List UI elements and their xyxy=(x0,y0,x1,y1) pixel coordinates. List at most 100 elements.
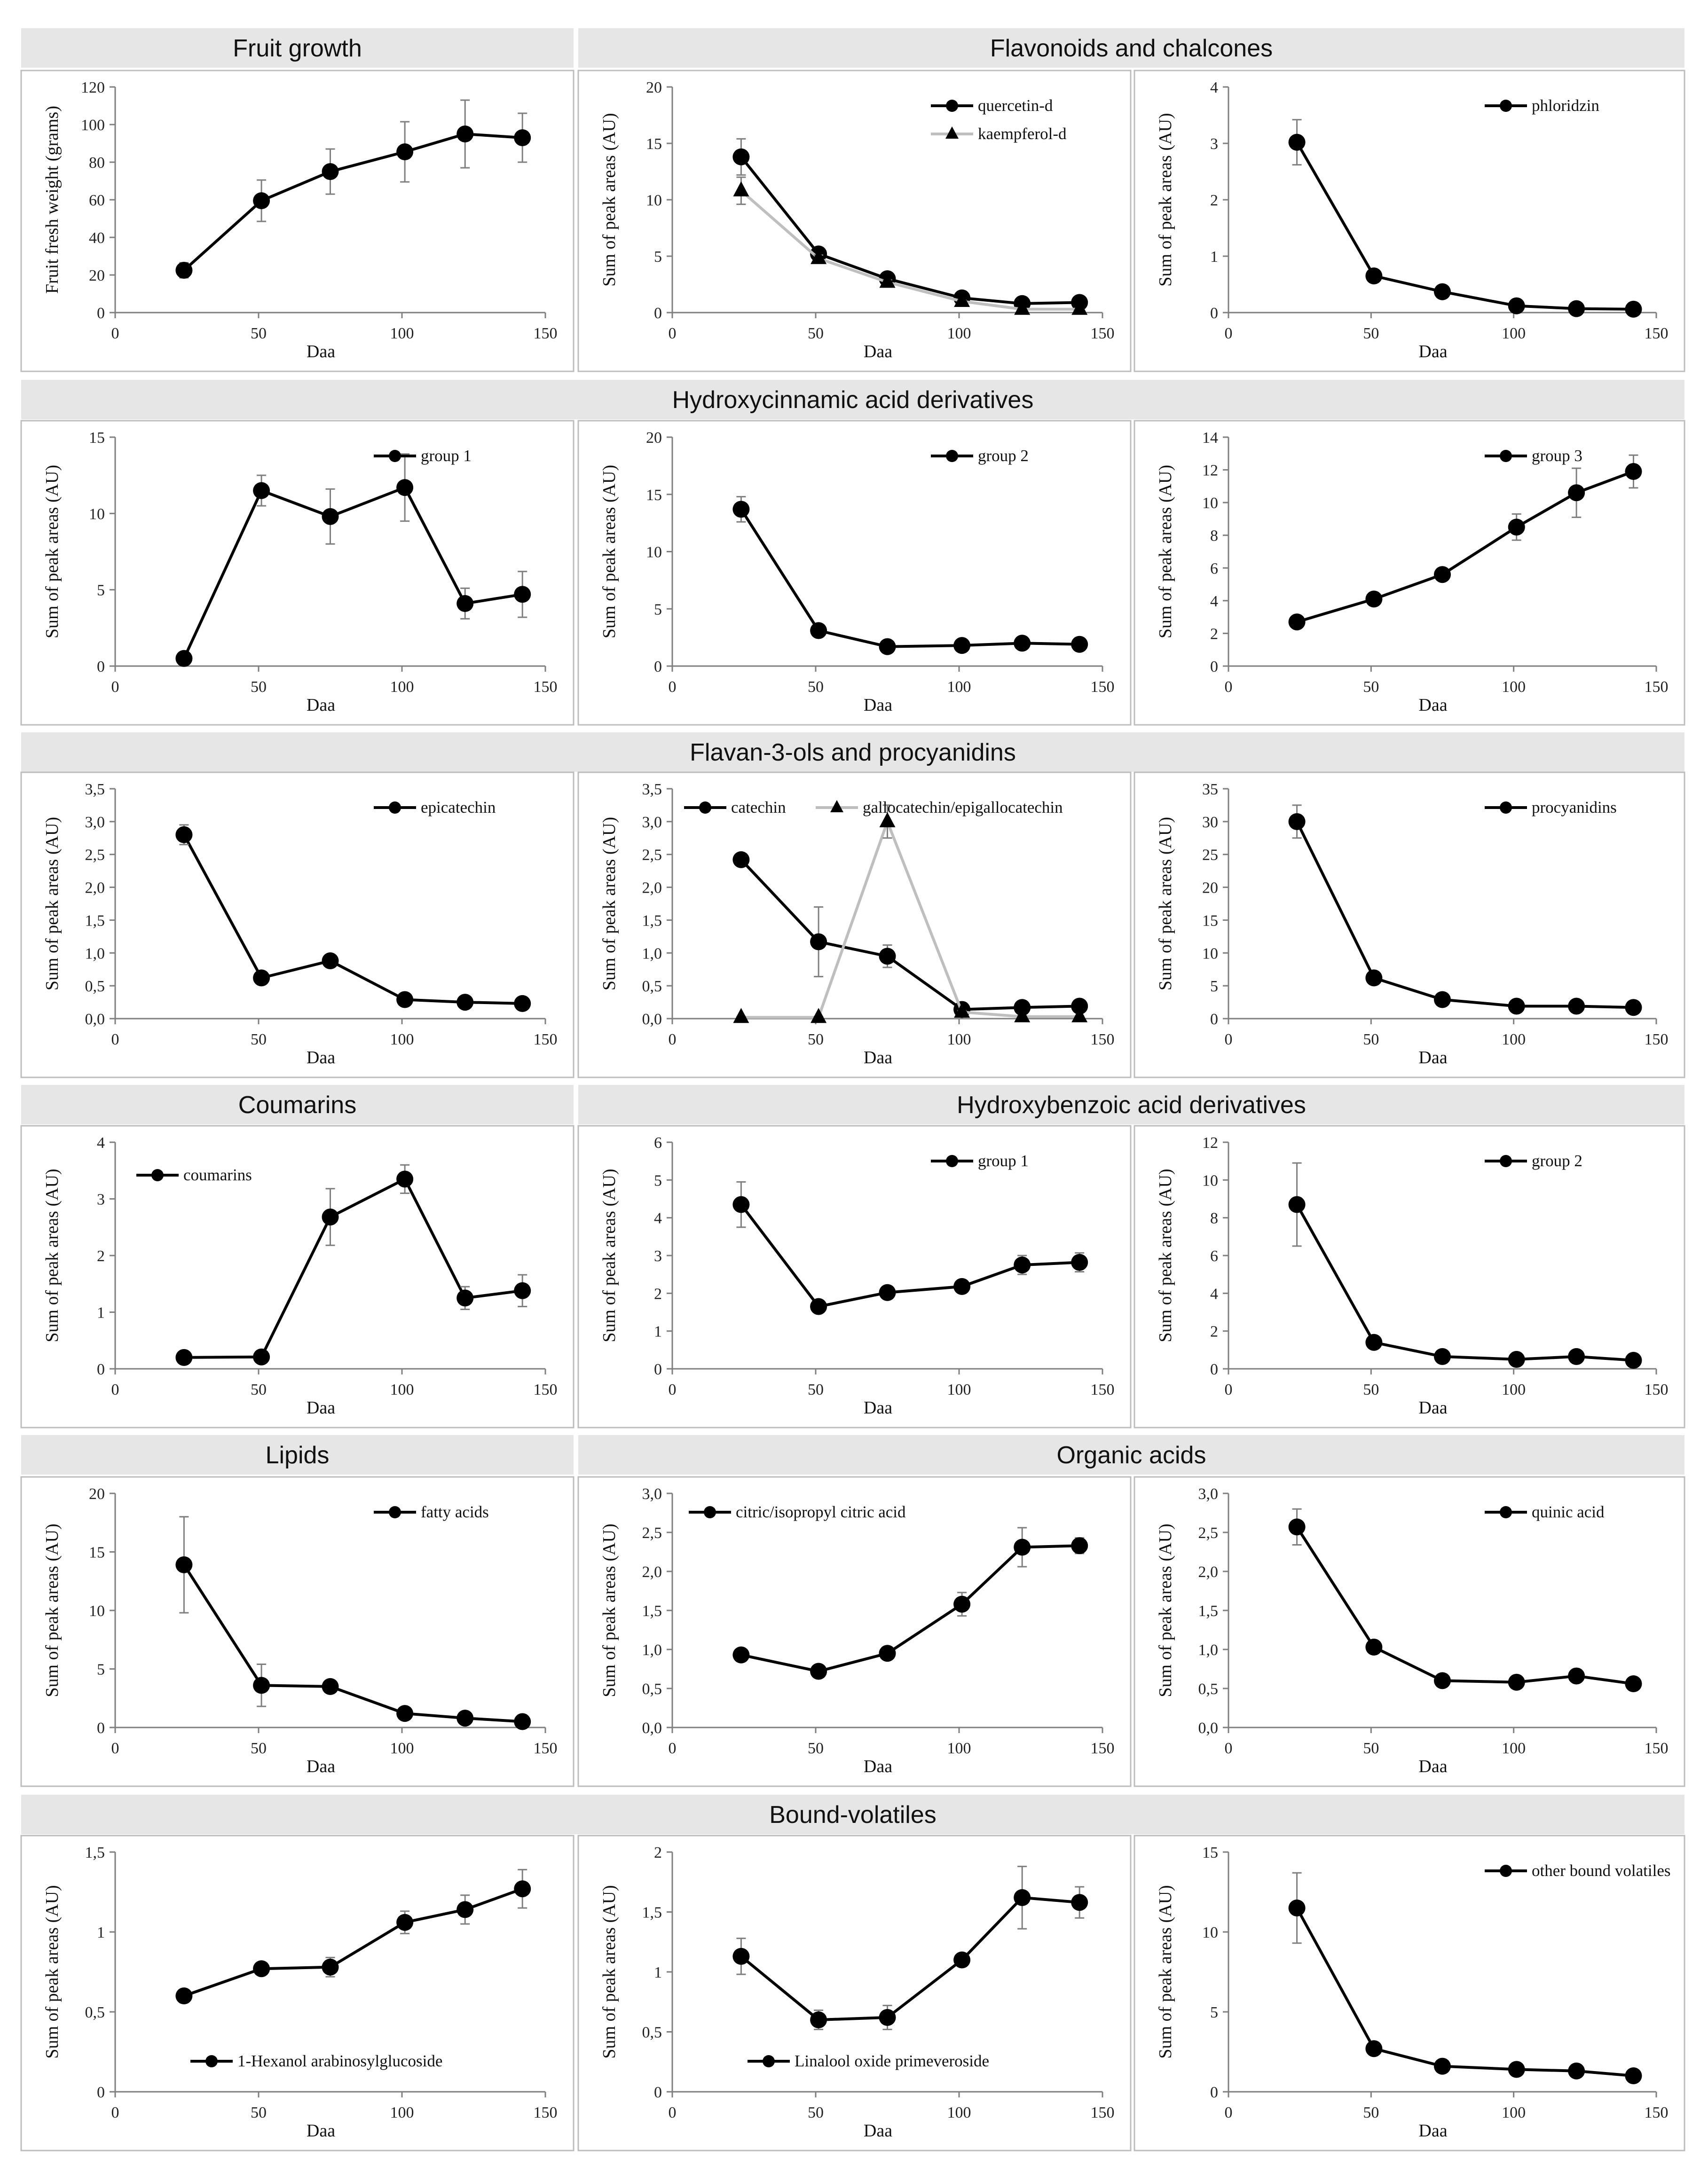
y-tick-label: 4 xyxy=(654,1210,662,1227)
y-axis-label: Sum of peak areas (AU) xyxy=(599,1885,619,2058)
data-point xyxy=(879,2009,896,2026)
legend-label: phloridzin xyxy=(1532,96,1599,115)
data-point xyxy=(457,595,474,612)
x-tick-label: 100 xyxy=(947,1740,971,1757)
data-point xyxy=(1625,300,1642,318)
series-line xyxy=(740,1544,1080,1673)
section-header-background xyxy=(21,732,1684,772)
x-tick-label: 50 xyxy=(1363,678,1379,696)
data-point xyxy=(1365,1639,1383,1656)
data-point xyxy=(732,851,750,868)
x-axis-label: Daa xyxy=(864,1398,892,1418)
section-header-hca: Hydroxycinnamic acid derivatives xyxy=(21,380,1684,419)
series-group-1 xyxy=(175,453,531,667)
x-tick-label: 100 xyxy=(947,678,971,696)
series-coumarins xyxy=(175,1164,531,1366)
y-tick-label: 0,5 xyxy=(642,1680,662,1698)
y-tick-label: 2,5 xyxy=(85,847,105,864)
series-citric-isopropyl-citric-acid xyxy=(732,1527,1088,1680)
y-tick-label: 2 xyxy=(1210,1323,1218,1341)
y-tick-label: 0,5 xyxy=(1198,1680,1219,1698)
chart-panel-frame xyxy=(20,1125,575,1429)
data-point xyxy=(1288,613,1306,631)
chart-panel-frame xyxy=(20,1476,575,1787)
chart-flavan-procyanidins: 0 5 10 15 20 25 30 35 0 50 100 150 Daa Sum of peak ar… xyxy=(1133,771,1685,1078)
data-point xyxy=(1365,969,1383,987)
x-tick-label: 150 xyxy=(1091,1381,1115,1398)
y-tick-label: 1 xyxy=(97,1924,105,1941)
y-axis-label: Sum of peak areas (AU) xyxy=(42,465,62,638)
y-tick-label: 4 xyxy=(1210,79,1218,96)
y-tick-label: 2 xyxy=(1210,625,1218,643)
chart-hydroxybenzoic-group-1: 0 1 2 3 4 5 6 0 50 100 150 Daa Sum of peak areas (AU… xyxy=(577,1125,1132,1429)
y-tick-label: 0 xyxy=(654,2084,662,2101)
y-tick-label: 20 xyxy=(89,1485,105,1503)
legend-label: gallocatechin/epigallocatechin xyxy=(863,798,1063,816)
y-tick-label: 4 xyxy=(1210,1285,1218,1303)
data-point xyxy=(457,1289,474,1307)
legend-marker xyxy=(1500,1506,1512,1518)
legend-item: epicatechin xyxy=(374,798,496,816)
chart-coumarins: 0 1 2 3 4 0 50 100 150 Daa Sum of peak areas (AU) c… xyxy=(20,1125,575,1429)
data-point xyxy=(1288,813,1306,830)
chart-panel-frame xyxy=(577,70,1132,372)
legend-item: citric/isopropyl citric acid xyxy=(689,1503,906,1521)
x-tick-label: 0 xyxy=(111,325,119,342)
data-point xyxy=(322,952,339,970)
data-point xyxy=(1014,1539,1031,1556)
data-point xyxy=(457,1710,474,1727)
data-point xyxy=(1508,2061,1525,2078)
data-point xyxy=(1434,566,1451,583)
y-axis-label: Sum of peak areas (AU) xyxy=(1156,113,1175,286)
chart-legend: 1-Hexanol arabinosylglucoside xyxy=(190,2052,442,2070)
legend-marker xyxy=(1500,801,1512,814)
section-header-background xyxy=(21,1435,574,1475)
series-line xyxy=(1296,470,1634,623)
chart-legend: fatty acids xyxy=(374,1503,489,1521)
chart-legend: group 3 xyxy=(1485,447,1582,465)
x-tick-label: 100 xyxy=(1502,678,1526,696)
section-header-title: Hydroxycinnamic acid derivatives xyxy=(672,386,1034,414)
y-tick-label: 0 xyxy=(1210,305,1218,322)
legend-marker xyxy=(1500,450,1512,462)
chart-bound-linalool: 0 0,5 1 1,5 2 0 50 100 150 Daa Sum of peak areas (… xyxy=(577,1835,1132,2151)
section-header-background xyxy=(21,28,574,68)
y-tick-label: 0,5 xyxy=(85,2004,105,2021)
chart-panel-frame xyxy=(577,1476,1132,1787)
y-tick-label: 10 xyxy=(89,505,105,523)
y-tick-label: 5 xyxy=(654,1172,662,1189)
section-header-title: Flavan-3-ols and procyanidins xyxy=(690,739,1016,766)
x-tick-label: 0 xyxy=(111,1740,119,1757)
data-point xyxy=(396,991,414,1008)
y-tick-label: 0 xyxy=(654,658,662,675)
legend-item: coumarins xyxy=(136,1166,252,1184)
data-point xyxy=(953,637,971,654)
legend-label: fatty acids xyxy=(421,1503,489,1521)
y-tick-label: 15 xyxy=(1202,1844,1218,1861)
chart-legend: phloridzin xyxy=(1485,96,1599,115)
legend-marker xyxy=(389,801,401,814)
x-axis-label: Daa xyxy=(307,342,335,361)
x-tick-label: 150 xyxy=(1645,325,1669,342)
data-point xyxy=(1434,283,1451,300)
section-header-flavan: Flavan-3-ols and procyanidins xyxy=(21,732,1684,772)
y-tick-label: 15 xyxy=(89,1544,105,1562)
data-point xyxy=(1071,636,1088,653)
series-quinic-acid xyxy=(1288,1508,1642,1693)
series-group-2 xyxy=(1288,1162,1642,1369)
data-point xyxy=(396,1170,414,1188)
x-tick-label: 0 xyxy=(111,678,119,696)
chart-organic-quinic: 0,0 0,5 1,0 1,5 2,0 2,5 3,0 0 50 100 150 Daa Sum of … xyxy=(1133,1476,1685,1787)
legend-marker xyxy=(946,1155,958,1167)
series-main xyxy=(175,99,531,279)
legend-item: quercetin-d xyxy=(931,96,1053,115)
x-tick-label: 0 xyxy=(1225,678,1233,696)
data-point xyxy=(457,994,474,1011)
legend-item: 1-Hexanol arabinosylglucoside xyxy=(190,2052,442,2070)
data-point xyxy=(1625,2067,1642,2084)
chart-panel-frame xyxy=(1133,420,1685,726)
data-point xyxy=(1434,1348,1451,1365)
chart-legend: coumarins xyxy=(136,1166,252,1184)
section-header-title: Hydroxybenzoic acid derivatives xyxy=(957,1091,1306,1119)
x-tick-label: 150 xyxy=(534,1740,558,1757)
